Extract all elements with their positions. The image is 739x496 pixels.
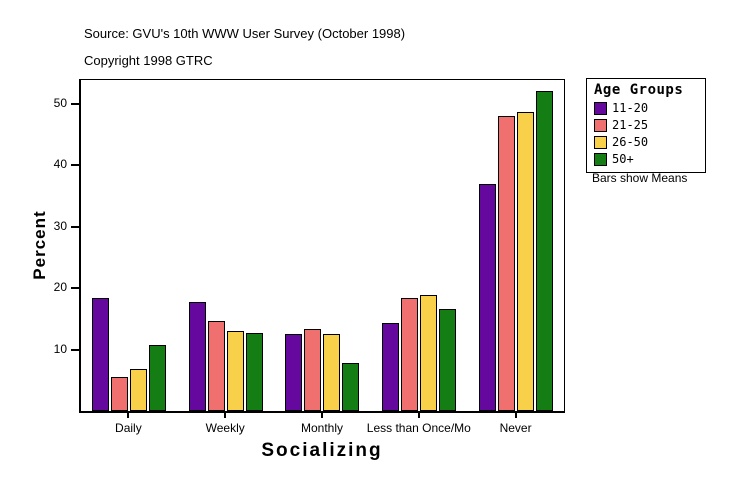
bar-never-50 (535, 91, 553, 411)
y-tick-label-50: 50 (53, 95, 67, 110)
legend-label-21-25: 21-25 (612, 118, 649, 132)
x-tick-label-daily: Daily (115, 421, 142, 435)
x-tick-mark-monthly (321, 413, 323, 418)
bar-monthly-50 (342, 363, 360, 411)
y-tick-mark-40 (71, 164, 79, 167)
legend-label-11-20: 11-20 (612, 101, 649, 115)
y-tick-label-40: 40 (53, 157, 67, 172)
bar-monthly-21-25 (304, 329, 322, 411)
bar-weekly-50 (245, 332, 263, 411)
legend-swatch-50 (594, 152, 607, 166)
y-tick-label-20: 20 (53, 280, 67, 295)
x-tick-mark-weekly (224, 413, 227, 418)
bar-less-than-once-mo-11-20 (382, 323, 400, 411)
bar-weekly-11-20 (188, 301, 206, 411)
bar-less-than-once-mo-50 (439, 308, 457, 411)
bar-group-weekly (178, 80, 275, 411)
bar-weekly-21-25 (207, 320, 225, 411)
y-tick-mark-30 (71, 225, 79, 228)
legend: Age Groups 11-20 21-25 26-50 50+ (586, 78, 706, 173)
legend-title: Age Groups (594, 82, 684, 98)
x-tick-label-never: Never (499, 421, 532, 435)
x-tick-mark-never (514, 413, 517, 418)
legend-label-26-50: 26-50 (612, 135, 649, 149)
y-tick-mark-50 (71, 102, 79, 105)
bar-group-never (467, 80, 564, 411)
legend-swatch-21-25 (594, 118, 607, 132)
bar-daily-26-50 (130, 369, 148, 411)
y-tick-mark-20 (71, 287, 79, 290)
bar-never-21-25 (497, 115, 515, 411)
x-tick-mark-daily (127, 413, 130, 418)
bar-less-than-once-mo-26-50 (420, 294, 438, 411)
bar-daily-50 (149, 345, 167, 411)
bar-daily-21-25 (111, 376, 129, 411)
bar-less-than-once-mo-21-25 (401, 297, 419, 411)
bar-never-26-50 (516, 111, 534, 411)
source-text: Source: GVU's 10th WWW User Survey (Octo… (84, 26, 406, 41)
legend-row-21-25: 21-25 (594, 118, 701, 132)
x-tick-mark-less-than-once-mo (417, 413, 420, 418)
y-tick-mark-10 (71, 348, 79, 351)
x-axis-title: Socializing (261, 440, 383, 461)
x-tick-label-less-than-once-mo: Less than Once/Mo (366, 421, 471, 435)
bars-container (81, 80, 564, 411)
legend-swatch-11-20 (594, 101, 607, 115)
legend-note: Bars show Means (592, 171, 688, 185)
bar-daily-11-20 (92, 297, 110, 411)
bar-group-less-than-once-mo (371, 80, 468, 411)
legend-items: 11-20 21-25 26-50 50+ (594, 101, 701, 166)
legend-row-11-20: 11-20 (594, 101, 701, 115)
y-tick-label-10: 10 (53, 341, 67, 356)
copyright-text: Copyright 1998 GTRC (84, 53, 213, 68)
legend-swatch-26-50 (594, 135, 607, 149)
legend-row-50: 50+ (594, 152, 701, 166)
plot-area (79, 79, 565, 413)
legend-label-50: 50+ (612, 152, 634, 166)
bar-never-11-20 (478, 184, 496, 411)
x-tick-label-monthly: Monthly (300, 421, 344, 435)
bar-monthly-11-20 (285, 333, 303, 411)
bar-weekly-26-50 (226, 331, 244, 411)
bar-group-daily (81, 80, 178, 411)
y-tick-label-30: 30 (53, 218, 67, 233)
legend-row-26-50: 26-50 (594, 135, 701, 149)
x-tick-label-weekly: Weekly (205, 421, 245, 435)
bar-monthly-26-50 (323, 334, 341, 411)
bar-group-monthly (274, 80, 371, 411)
